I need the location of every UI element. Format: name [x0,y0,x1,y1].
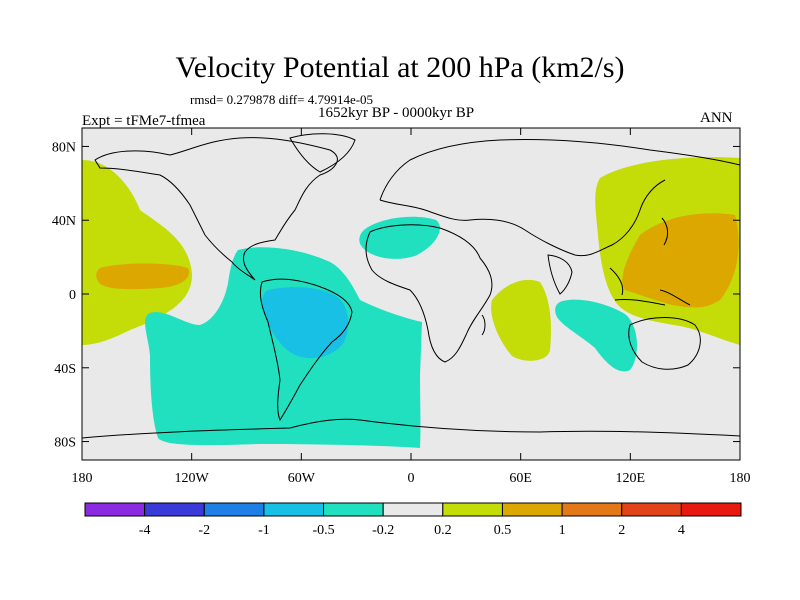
south-america-coast [259,278,353,422]
india-coast [547,254,573,295]
east-africa-positive-region [491,279,551,361]
colorbar-label: -2 [198,523,210,538]
north-africa-negative-region [359,216,440,259]
experiment-label: Expt = tFMe7-tfmea [82,113,206,129]
eurasia-coast [379,138,740,257]
central-pacific-core-region [96,263,190,290]
y-tick-label: 80N [52,140,76,155]
y-tick-label: 40N [52,214,76,229]
amazon-core-region [262,287,349,359]
colorbar-label: 2 [618,523,625,538]
colorbar-swatch [203,502,265,517]
west-pacific-core-region [622,213,739,308]
y-axis: 80N 40N 0 40S 80S [52,140,740,451]
figure-title: Velocity Potential at 200 hPa (km2/s) [175,51,625,84]
africa-coast [365,224,493,363]
contour-layer [82,133,740,448]
maritime-continent-coast [609,267,691,306]
x-axis: 180 120W 60W 0 60E 120E 180 [72,128,751,486]
south-america-negative-region [145,247,422,448]
colorbar-label: -4 [139,523,151,538]
antarctica-coast [82,418,740,439]
south-indian-negative-region [555,299,637,372]
colorbar-swatch [84,502,146,517]
x-tick-label: 120E [616,471,646,486]
period-label: 1652kyr BP - 0000kyr BP [318,105,475,121]
colorbar-swatch [621,502,682,517]
colorbar-label: 4 [678,523,685,538]
north-america-coast [94,137,338,281]
central-pacific-positive-region [82,160,192,345]
colorbar-swatch [561,502,623,517]
stats-text: rmsd= 0.279878 diff= 4.79914e-05 [190,92,374,107]
colorbar-label: -0.2 [372,523,394,538]
y-tick-label: 40S [54,362,76,377]
colorbar-swatch [263,502,325,517]
season-label: ANN [700,110,733,126]
australia-coast [628,317,701,370]
greenland-coast [289,133,356,173]
madagascar-coast [481,314,486,336]
y-tick-label: 80S [54,436,76,451]
colorbar-swatch [442,502,503,517]
coastlines [82,133,740,439]
colorbar-label: -0.5 [312,523,334,538]
x-tick-label: 180 [72,471,93,486]
colorbar: -4 -2 -1 -0.5 -0.2 0.2 0.5 1 2 4 [84,502,742,538]
japan-coast [661,217,669,246]
colorbar-label: 1 [559,523,566,538]
colorbar-label: 0.2 [434,523,452,538]
x-tick-label: 60E [509,471,532,486]
colorbar-swatch [144,502,205,517]
x-tick-label: 0 [408,471,415,486]
x-tick-label: 180 [730,471,751,486]
colorbar-label: 0.5 [494,523,512,538]
x-tick-label: 60W [288,471,316,486]
y-tick-label: 0 [69,288,76,303]
colorbar-swatch [680,502,742,517]
colorbar-swatch [501,502,563,517]
colorbar-swatch [382,502,444,517]
colorbar-swatch [323,502,384,517]
colorbar-label: -1 [258,523,270,538]
x-tick-label: 120W [175,471,210,486]
